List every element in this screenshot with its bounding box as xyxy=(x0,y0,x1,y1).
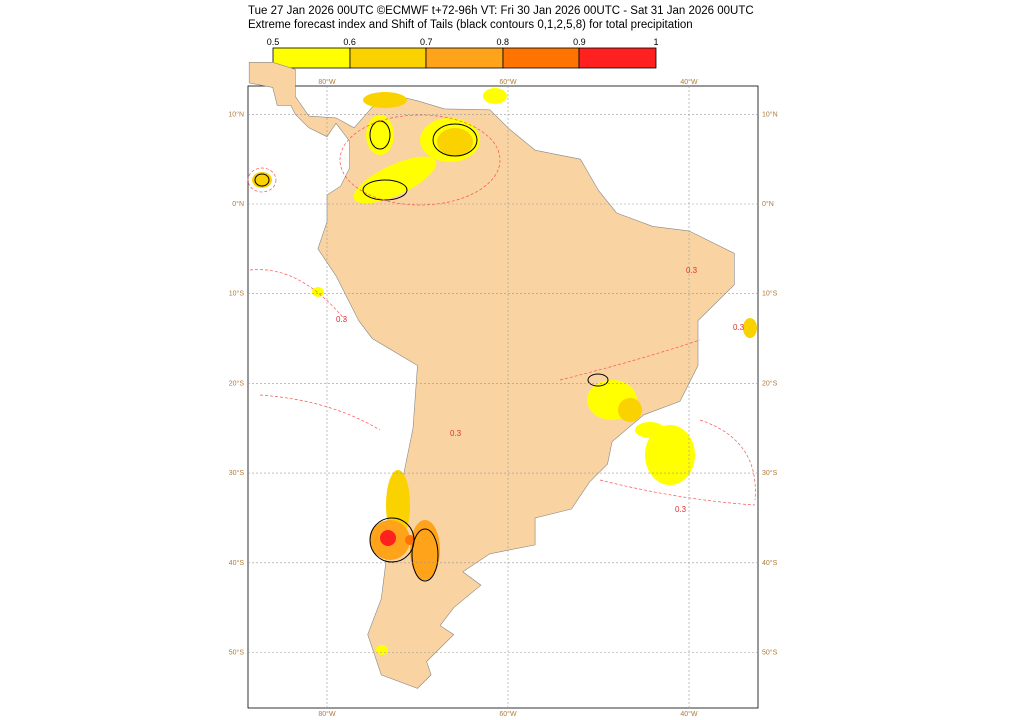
lat-label: 30°S xyxy=(229,469,245,477)
lon-label: 60°W xyxy=(499,78,517,86)
colorbar xyxy=(272,47,657,69)
efi-contours xyxy=(247,114,756,506)
sot-contours xyxy=(254,120,609,582)
contour-label: 0.3 xyxy=(336,315,348,324)
lat-label: 40°S xyxy=(229,559,245,567)
lon-label: 80°W xyxy=(318,710,336,718)
lon-label: 40°W xyxy=(680,710,698,718)
lat-label: 10°S xyxy=(229,290,245,298)
lon-label: 80°W xyxy=(318,78,336,86)
contour-label: 0.3 xyxy=(686,266,698,275)
land xyxy=(248,62,735,689)
lat-label: 50°S xyxy=(762,649,778,657)
contour-label: 0.3 xyxy=(675,505,687,514)
subtitle: Extreme forecast index and Shift of Tail… xyxy=(248,19,693,31)
lat-label: 0°N xyxy=(232,200,244,208)
title: Tue 27 Jan 2026 00UTC ©ECMWF t+72-96h VT… xyxy=(248,5,754,17)
lat-label: 50°S xyxy=(229,649,245,657)
lat-label: 30°S xyxy=(762,469,778,477)
contour-label: 0.3 xyxy=(733,323,745,332)
colorbar-label: 0.6 xyxy=(343,37,356,47)
contour-label: 0.3 xyxy=(450,429,462,438)
colorbar-label: 0.8 xyxy=(497,37,510,47)
lat-label: 10°N xyxy=(762,110,778,118)
lat-label: 20°S xyxy=(762,379,778,387)
lat-label: 40°S xyxy=(762,559,778,567)
colorbar-label: 0.9 xyxy=(573,37,586,47)
lat-label: 10°N xyxy=(228,110,244,118)
lat-label: 0°N xyxy=(762,200,774,208)
lat-label: 20°S xyxy=(229,379,245,387)
lon-label: 40°W xyxy=(680,78,698,86)
colorbar-label: 1 xyxy=(653,37,658,47)
colorbar-label: 0.7 xyxy=(420,37,433,47)
colorbar-label: 0.5 xyxy=(267,37,280,47)
lat-label: 10°S xyxy=(762,290,778,298)
lon-label: 60°W xyxy=(499,710,517,718)
